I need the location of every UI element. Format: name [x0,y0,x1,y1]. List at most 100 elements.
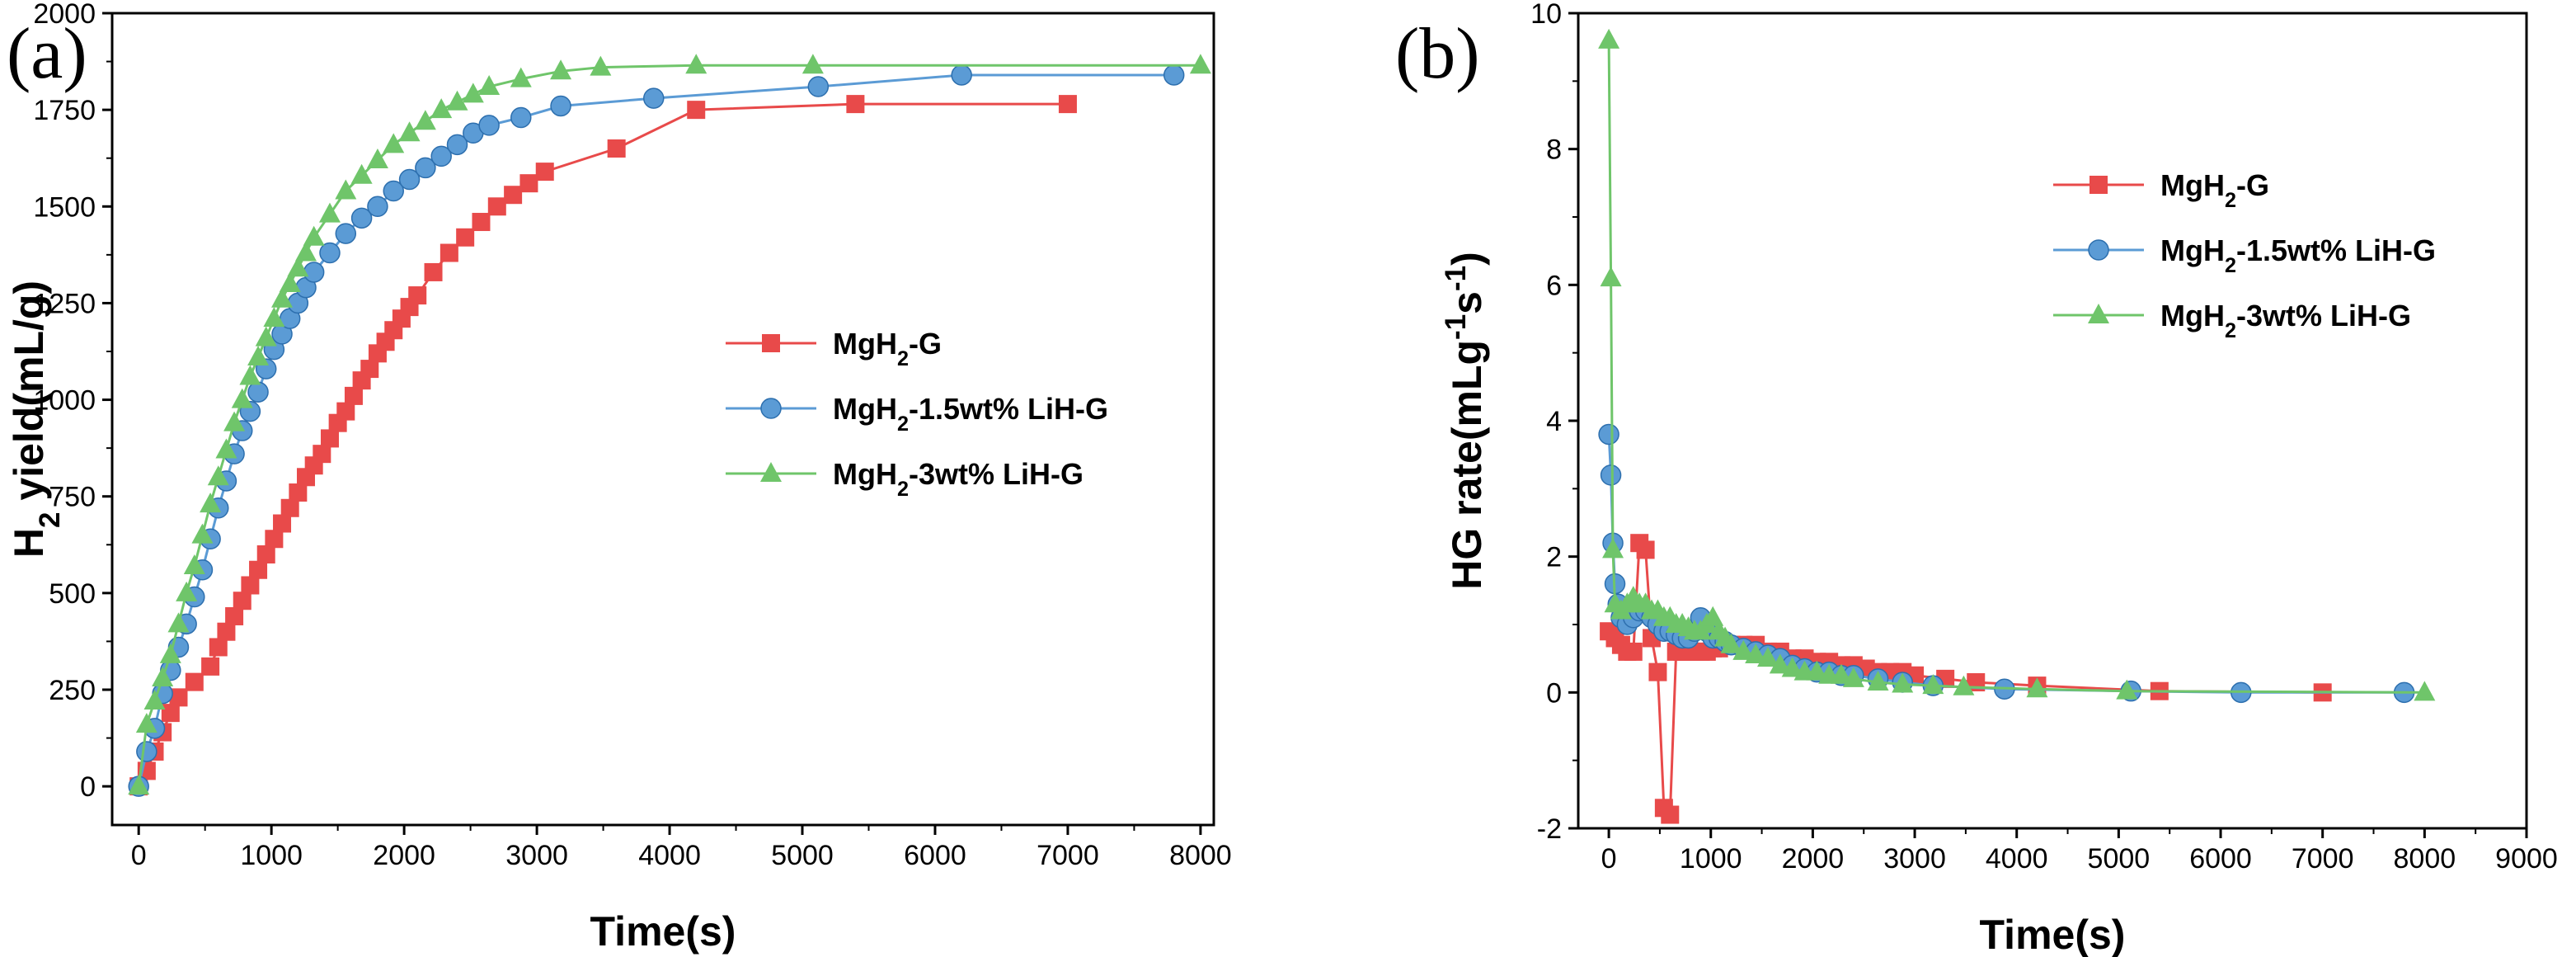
y-tick-label: 750 [49,482,96,513]
legend-entry: MgH2-G [726,327,942,370]
data-point [215,438,237,459]
data-point [472,213,491,232]
data-point [2026,677,2048,698]
data-point [1058,95,1077,114]
data-point [1720,633,1742,653]
plot-frame [1577,12,2528,830]
x-tick-label: 0 [131,840,147,871]
x-tick-label: 2000 [373,840,435,871]
series-line [137,102,1068,787]
x-tick-label: 8000 [1169,840,1232,871]
data-point [217,622,236,641]
data-point [687,101,706,120]
data-point [1781,657,1803,677]
data-point [247,346,270,366]
x-axis-title: Time(s) [1980,912,2126,957]
series-line [1607,40,2425,694]
data-point [801,54,824,74]
x-tick-label: 6000 [2189,843,2252,874]
x-tick-label: 3000 [505,840,568,871]
data-point [201,657,220,676]
data-point [487,197,506,216]
data-point [951,64,972,86]
data-point [128,775,150,795]
data-point [241,576,260,595]
data-point [1867,670,1889,691]
data-point [287,257,309,277]
data-point [176,581,198,601]
data-point [239,365,261,385]
data-point [367,196,388,218]
x-axis-title: Time(s) [590,908,736,955]
data-point [398,121,421,142]
data-point [1648,662,1667,681]
data-point [225,606,244,625]
data-point [430,98,453,119]
legend-entry: MgH2-1.5wt% LiH-G [2053,233,2436,277]
x-tick-label: 2000 [1782,843,1845,874]
series-3 [128,54,1211,795]
data-point [223,411,246,431]
data-point [159,643,181,663]
data-point [256,545,275,563]
data-point [152,666,174,686]
data-point [233,592,251,610]
y-tick-label: 500 [49,578,96,610]
x-tick-label: 6000 [904,840,966,871]
y-tick-label: 10 [1530,0,1562,30]
x-tick-label: 1000 [1680,843,1742,874]
data-point [1636,540,1655,559]
data-point [456,228,475,247]
data-point [320,429,339,448]
data-point [1624,642,1643,661]
panel-label: (a) [7,14,87,94]
data-point [1598,423,1619,446]
data-point [350,163,373,184]
legend-marker [760,398,782,419]
data-point [336,402,355,421]
data-point [1163,64,1185,86]
panel-label: (b) [1395,14,1480,94]
data-point [383,133,405,153]
data-point [344,386,363,405]
data-point [2414,681,2436,701]
data-point [273,514,292,533]
legend-label: MgH2-G [2160,168,2269,212]
data-point [1842,667,1864,687]
data-point [1769,653,1791,674]
data-point [200,493,222,513]
data-point [313,445,331,464]
y-tick-label: 0 [1546,677,1562,709]
data-point [642,87,665,109]
data-point [319,242,341,264]
data-point [1600,464,1622,486]
x-tick-label: 7000 [1037,840,1099,871]
y-tick-label: 1500 [33,191,96,223]
x-tick-label: 4000 [638,840,701,871]
data-point [424,262,443,281]
series-2 [128,64,1185,797]
data-point [519,174,538,193]
x-tick-label: 0 [1601,843,1617,874]
y-tick-label: -2 [1537,813,1562,845]
data-point [350,207,373,229]
data-point [1600,266,1622,287]
data-point [265,530,284,549]
data-point [255,326,277,346]
data-point [167,612,190,633]
data-point [590,55,612,76]
x-tick-label: 5000 [771,840,834,871]
data-point [383,180,404,202]
data-point [1745,644,1767,664]
data-point [510,106,532,129]
legend-entry: MgH2-3wt% LiH-G [726,457,1084,501]
data-point [1702,606,1724,626]
data-point [1661,805,1680,824]
y-tick-label: 4 [1546,406,1562,437]
data-point [550,95,571,117]
legend-marker [2088,304,2109,323]
data-point [1189,54,1211,74]
data-point [478,115,500,136]
data-point [446,134,468,156]
